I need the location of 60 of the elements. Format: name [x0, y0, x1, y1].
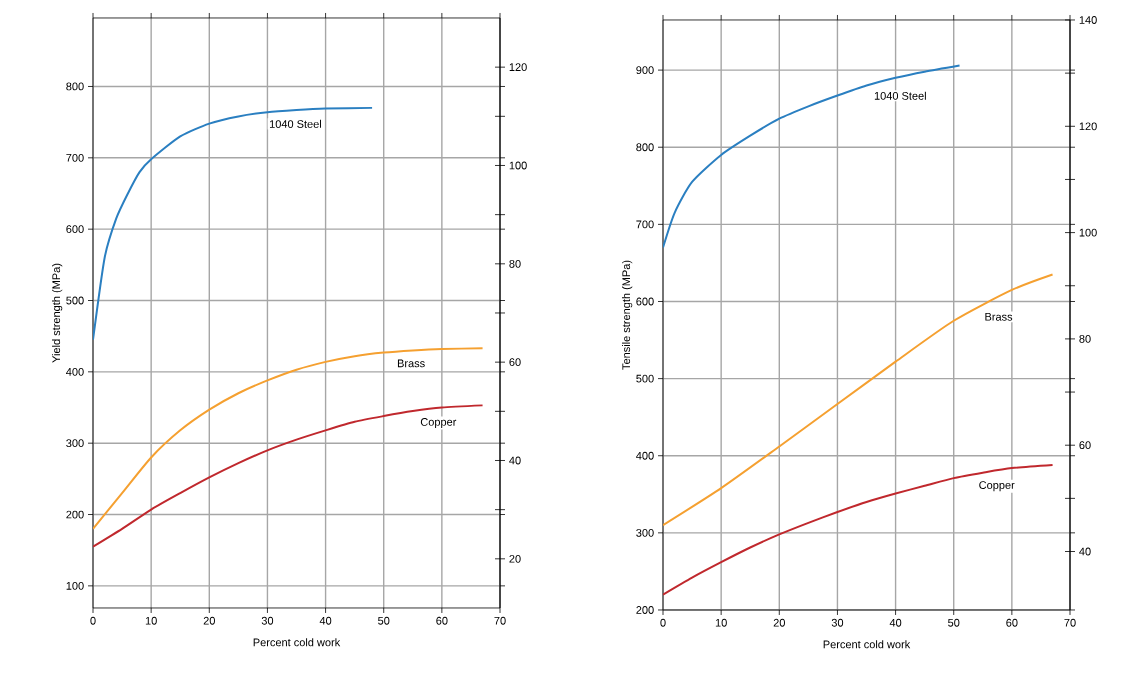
x-tick-label: 30: [261, 616, 274, 625]
x-tick-label: 70: [494, 616, 506, 625]
annotation: Brass: [985, 313, 1013, 321]
y2-tick-label: 60: [1079, 441, 1091, 450]
y-tick-label: 800: [66, 82, 84, 91]
y-tick-label: 400: [636, 451, 654, 460]
y2-tick-label: 120: [1079, 122, 1097, 131]
y2-tick-label: 100: [509, 161, 527, 170]
x-tick-label: 30: [831, 618, 844, 627]
y-tick-label: 700: [66, 153, 84, 162]
x-tick-label: 10: [145, 616, 157, 625]
line-series: [663, 64, 961, 249]
y-tick-label: 200: [66, 510, 84, 519]
x-axis-title: Percent cold work: [823, 640, 911, 649]
line-series: [93, 106, 374, 341]
y-tick-label: 100: [66, 581, 84, 590]
y2-tick-label: 60: [509, 358, 521, 367]
x-tick-label: 20: [773, 618, 785, 627]
line-series: [663, 463, 1054, 596]
y-tick-label: 200: [636, 606, 654, 614]
line-series: [93, 404, 484, 548]
y-tick-label: 700: [636, 220, 654, 229]
y2-tick-label: 40: [1079, 547, 1091, 556]
x-tick-label: 50: [378, 616, 390, 625]
y2-tick-label: 80: [1079, 335, 1091, 343]
x-tick-label: 50: [948, 618, 960, 627]
y-axis-title: Tensile strength (MPa): [622, 260, 633, 370]
x-tick-label: 40: [319, 616, 332, 625]
x-tick-label: 60: [1006, 618, 1018, 627]
y2-tick-label: 20: [509, 554, 521, 563]
line-series: [93, 347, 484, 530]
y-axis-title: Yield strength (MPa): [52, 263, 63, 363]
annotation: 1040 Steel: [874, 91, 926, 100]
x-axis-title: Percent cold work: [253, 638, 341, 647]
annotation: Brass: [397, 359, 425, 368]
annotation: Copper: [420, 418, 457, 429]
y2-tick-label: 80: [509, 259, 521, 268]
y-tick-label: 600: [636, 297, 654, 306]
annotation: Copper: [979, 481, 1015, 492]
y-tick-label: 800: [636, 143, 654, 152]
line-series: [663, 273, 1054, 527]
x-tick-label: 10: [715, 618, 727, 627]
y2-tick-label: 40: [509, 456, 521, 465]
y-tick-label: 500: [636, 374, 654, 383]
x-tick-label: 20: [203, 616, 215, 625]
y2-tick-label: 140: [1079, 16, 1097, 24]
x-tick-label: 70: [1064, 618, 1076, 627]
x-tick-label: 0: [660, 618, 666, 627]
y-tick-label: 400: [66, 367, 84, 376]
y-tick-label: 500: [66, 296, 84, 305]
x-tick-label: 60: [436, 616, 448, 625]
annotation: 1040 Steel: [269, 119, 321, 128]
y2-tick-label: 120: [509, 63, 527, 72]
y-tick-label: 300: [636, 528, 654, 537]
x-tick-label: 0: [90, 616, 96, 625]
y-tick-label: 300: [66, 439, 84, 448]
y-tick-label: 600: [66, 225, 84, 234]
y2-tick-label: 100: [1079, 228, 1097, 237]
y-tick-label: 900: [636, 66, 654, 75]
x-tick-label: 40: [889, 618, 902, 627]
